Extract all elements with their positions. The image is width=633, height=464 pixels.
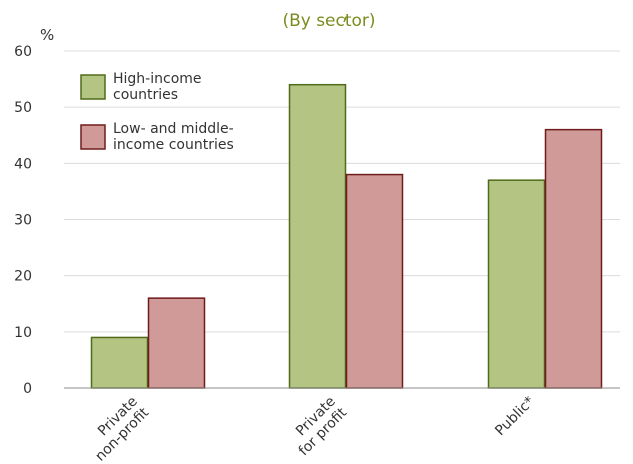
y-tick-label-40: 40 [14,156,32,172]
legend-label-1: High-income [113,71,202,87]
x-category-label-3: Public* [492,394,538,440]
y-axis-ticks: 0 10 20 30 40 50 60 [14,44,32,397]
legend-label-2: Low- and middle- [113,121,234,137]
y-tick-label-30: 30 [14,213,32,229]
chart-title-fragment: , [342,3,348,25]
legend-label-2: income countries [113,137,234,153]
legend-swatch-2 [80,124,106,150]
y-tick-label-10: 10 [14,325,32,341]
legend-label-1: countries [113,87,178,103]
bar-series-2-cat-1 [147,297,206,389]
chart-subtitle: (By sector) [282,11,375,31]
y-tick-label-0: 0 [23,381,32,397]
y-tick-label-60: 60 [14,44,32,60]
bar-series-1-cat-1 [90,336,149,389]
y-tick-label-50: 50 [14,100,32,116]
bar-series-2-cat-2 [345,173,404,389]
bar-series-1-cat-2 [288,83,347,389]
y-axis-unit: % [40,26,54,44]
legend-swatch-1 [80,74,106,100]
bar-series-2-cat-3 [544,128,603,389]
bars [90,83,603,389]
x-category-label-line: Public* [492,394,538,440]
bar-series-1-cat-3 [487,179,546,389]
y-tick-label-20: 20 [14,269,32,285]
